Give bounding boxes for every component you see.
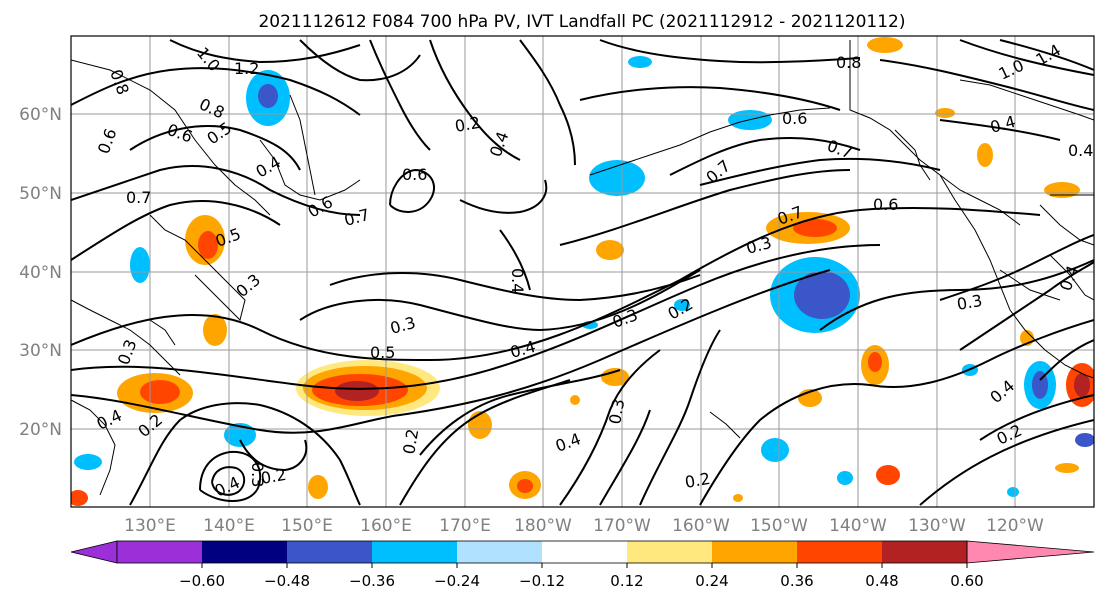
colorbar-tick-label: 0.12 [610, 572, 643, 590]
lon-label-170e: 170°E [439, 516, 491, 536]
lon-label-150e: 150°E [281, 516, 333, 536]
lon-label-180w: 180°W [514, 516, 572, 536]
contour-label: 0.4 [1068, 141, 1093, 160]
contour-label: 0.3 [955, 291, 983, 314]
lon-label-120w: 120°W [986, 516, 1044, 536]
negative-anomaly-shading [74, 56, 1094, 497]
lat-label-50n: 50°N [19, 184, 62, 204]
colorbar-tick-label: −0.60 [179, 572, 225, 590]
lon-label-160w: 160°W [672, 516, 730, 536]
colorbar-swatch [542, 541, 627, 563]
lat-label-20n: 20°N [19, 420, 62, 440]
contour-label: 0.4 [508, 268, 527, 293]
lon-label-160e: 160°E [360, 516, 412, 536]
lat-label-30n: 30°N [19, 341, 62, 361]
lon-label-130e: 130°E [124, 516, 176, 536]
contour-label: 0.2 [453, 113, 481, 136]
lat-label-60n: 60°N [19, 105, 62, 125]
colorbar-tick-label: −0.12 [519, 572, 565, 590]
lat-label-40n: 40°N [19, 263, 62, 283]
colorbar-tick-label: 0.36 [780, 572, 813, 590]
contour-label: 0.6 [873, 195, 898, 214]
contour-label: 1.2 [234, 59, 259, 78]
colorbar-swatch [882, 541, 967, 563]
colorbar-tick-label: −0.24 [434, 572, 480, 590]
contour-label: 0.2 [683, 469, 711, 492]
contour-label: 0.2 [259, 465, 287, 488]
contour-label: 0.5 [370, 343, 395, 362]
colorbar-tick-label: 0.24 [695, 572, 728, 590]
colorbar-tick-label: −0.36 [349, 572, 395, 590]
colorbar-tick-label: −0.48 [264, 572, 310, 590]
colorbar-min-extension [70, 540, 118, 564]
colorbar-swatch [627, 541, 712, 563]
contour-label: 0.3 [605, 397, 628, 425]
colorbar-tick-label: 0.60 [950, 572, 983, 590]
lon-label-130w: 130°W [908, 516, 966, 536]
contour-label: 0.7 [126, 188, 151, 207]
colorbar: −0.60 −0.48 −0.36 −0.24 −0.12 0.12 0.24 … [70, 540, 1095, 590]
pv-contours [71, 39, 1094, 506]
colorbar-ticks [201, 563, 968, 568]
colorbar-max-extension [966, 540, 1095, 564]
contour-label: 0.3 [248, 462, 267, 487]
lon-label-140e: 140°E [203, 516, 255, 536]
colorbar-swatch [117, 541, 202, 563]
contour-label: 0.6 [782, 109, 807, 128]
map-frame [70, 35, 1095, 508]
colorbar-swatch [457, 541, 542, 563]
colorbar-swatch [797, 541, 882, 563]
coastlines [71, 40, 1094, 496]
latitude-labels: 60°N 50°N 40°N 30°N 20°N [19, 105, 62, 440]
longitude-labels: 130°E 140°E 150°E 160°E 170°E 180°W 170°… [124, 516, 1044, 536]
colorbar-swatch [712, 541, 797, 563]
chart-title: 2021112612 F084 700 hPa PV, IVT Landfall… [258, 12, 905, 32]
colorbar-swatch [372, 541, 457, 563]
contour-label: 0.2 [399, 427, 422, 455]
colorbar-tick-labels: −0.60 −0.48 −0.36 −0.24 −0.12 0.12 0.24 … [179, 572, 984, 590]
colorbar-swatch [202, 541, 287, 563]
map-area: 0.8 1.0 1.2 0.8 0.6 0.6 0.5 0.4 0.7 0.6 … [70, 35, 1095, 508]
lon-label-140w: 140°W [829, 516, 887, 536]
colorbar-swatch [287, 541, 372, 563]
contour-label: 0.6 [402, 165, 427, 184]
lon-label-150w: 150°W [750, 516, 808, 536]
lon-label-170w: 170°W [593, 516, 651, 536]
contour-label: 0.8 [836, 53, 861, 72]
colorbar-tick-label: 0.48 [865, 572, 898, 590]
